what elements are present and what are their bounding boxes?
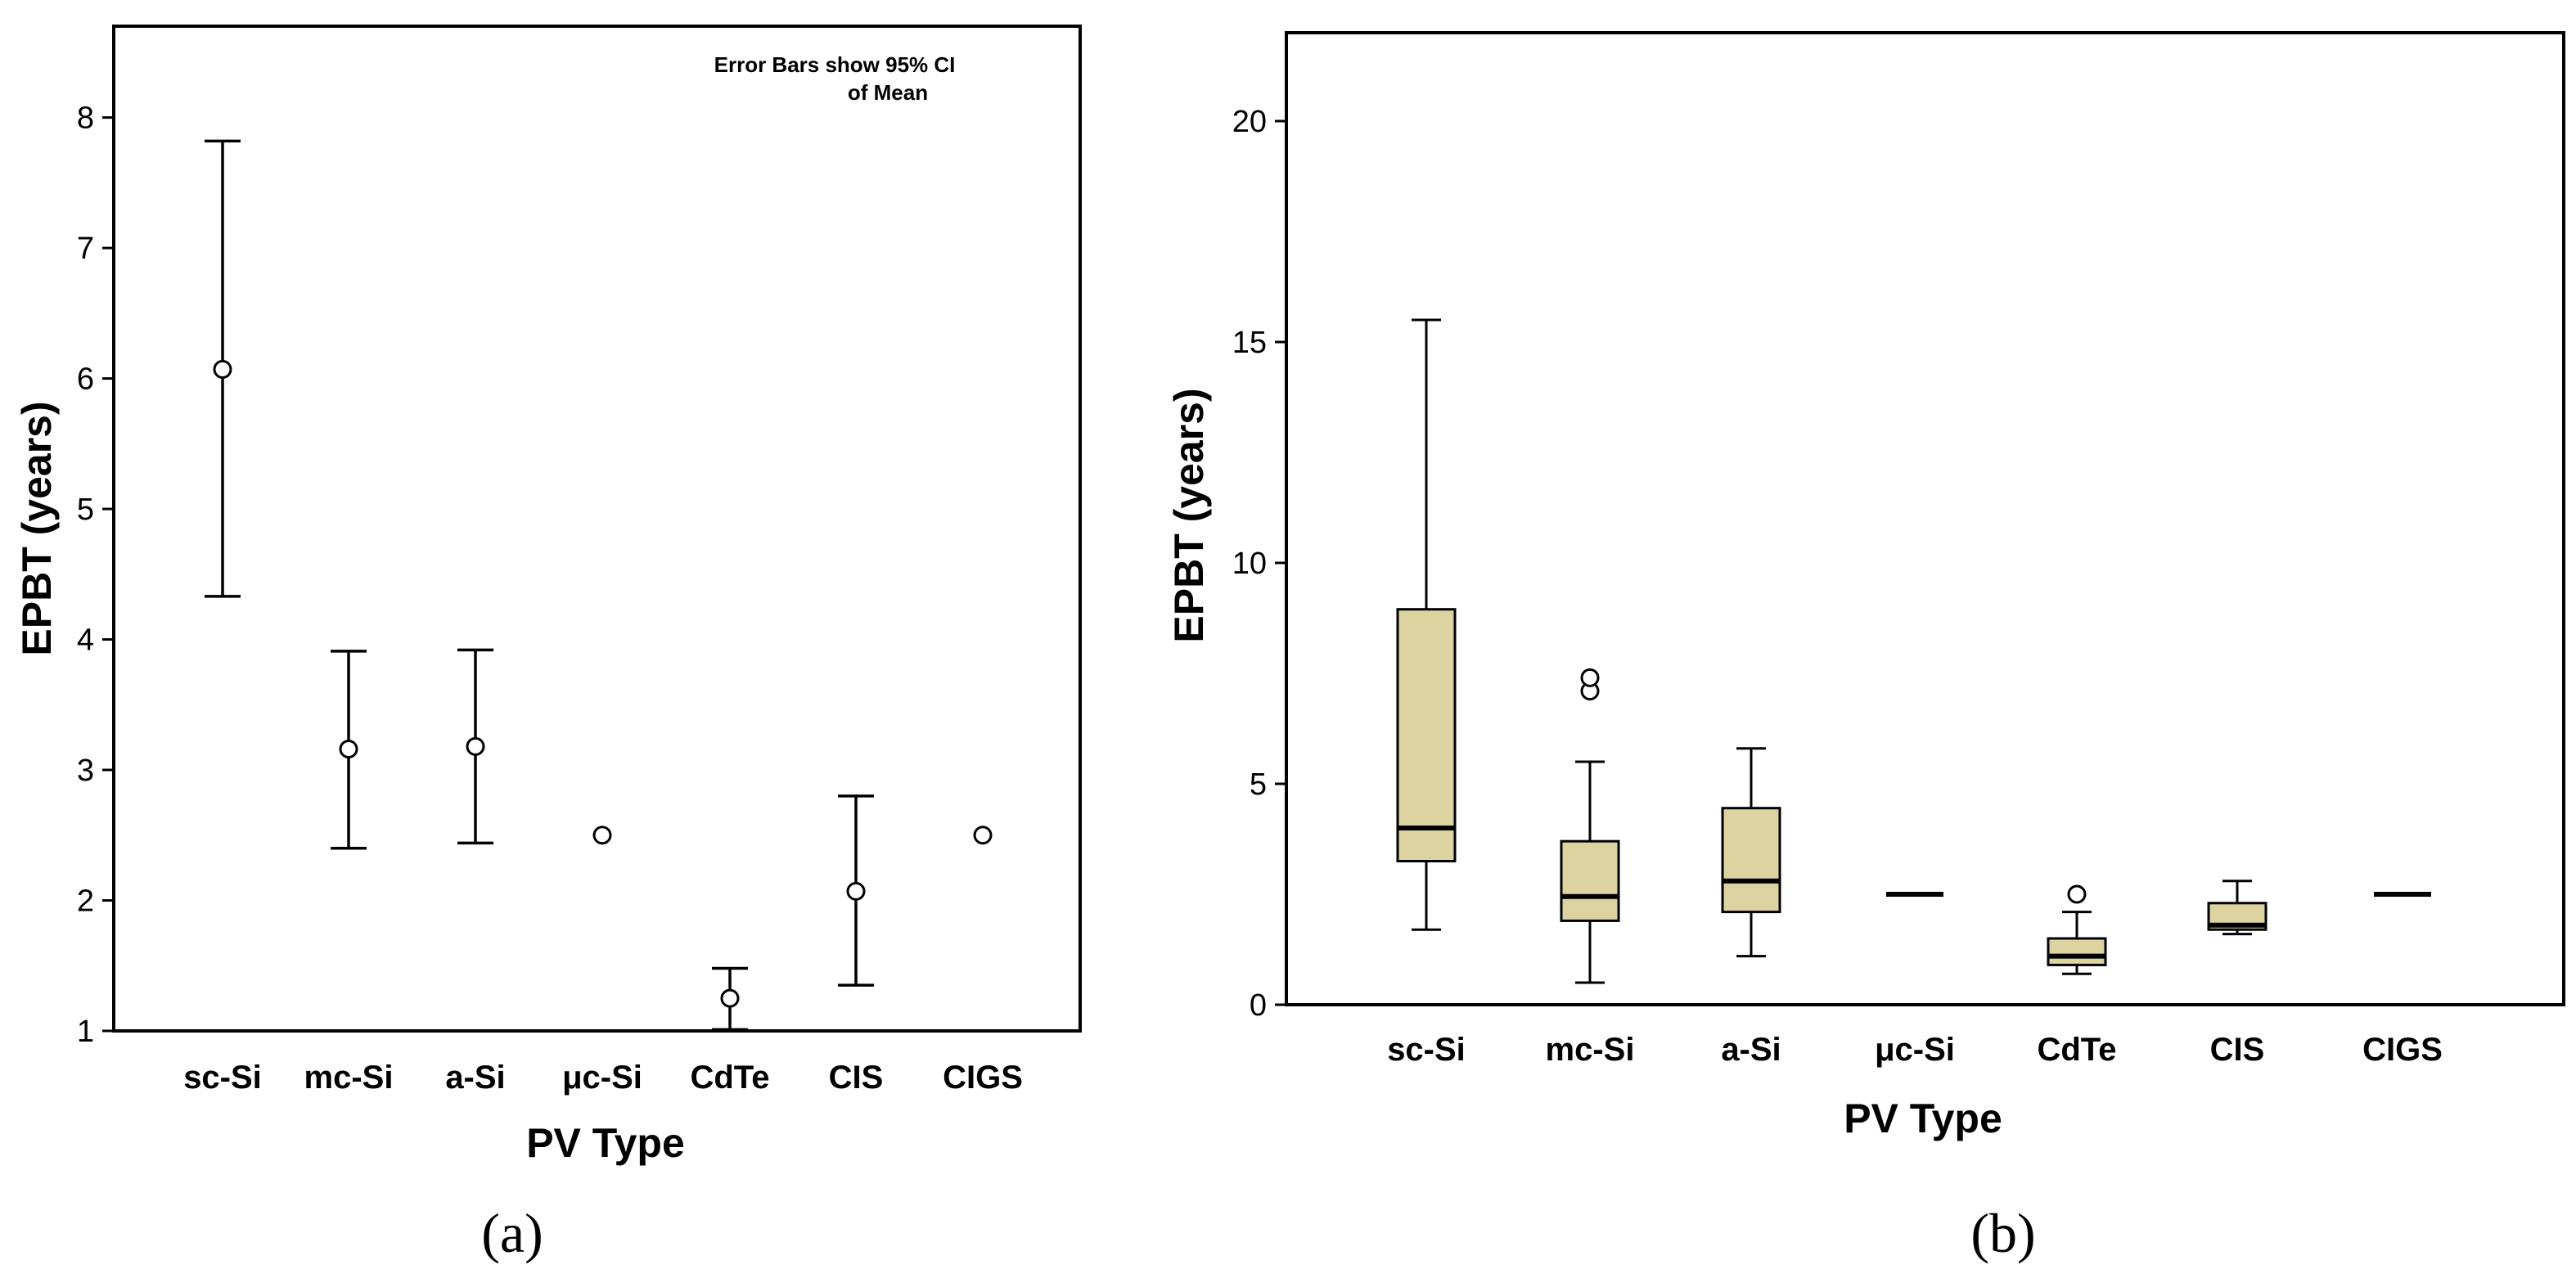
panel-a-mean-point-sc-si xyxy=(213,359,232,379)
panel-a-y-tick-label-6: 6 xyxy=(77,362,94,397)
panel-a-y-tick-label-1: 1 xyxy=(77,1015,94,1049)
panel-b-box-a-si xyxy=(1721,807,1781,914)
panel-b-x-tick-label-a-si: a-Si xyxy=(1721,1032,1781,1068)
panel-b-outlier-cdte-1 xyxy=(2067,884,2087,904)
panel-a-label: (a) xyxy=(481,1202,543,1264)
panel-a-marks xyxy=(205,139,993,1032)
panel-b-outlier-mc-si-2 xyxy=(1580,668,1600,687)
panel-b-x-tick-label-cis: CIS xyxy=(2210,1032,2265,1068)
panel-a-y-tick-label-5: 5 xyxy=(77,493,94,527)
panel-b-box-cdte xyxy=(2047,937,2107,966)
panel-a-y-axis-title: EPBT (years) xyxy=(14,401,60,655)
panel-a-x-tick-label-cigs: CIGS xyxy=(943,1060,1023,1096)
panel-a-y-axis: 1 2 3 4 5 6 7 8 xyxy=(77,101,114,1049)
panel-b-y-tick-label-5: 5 xyxy=(1250,767,1267,802)
panel-b-x-tick-label-mc-si: mc-Si xyxy=(1546,1032,1635,1068)
panel-b-label: (b) xyxy=(1970,1202,2035,1264)
panel-a-mean-point-cdte xyxy=(720,988,740,1008)
panel-a-y-tick-label-3: 3 xyxy=(77,754,94,788)
panel-a-x-axis-title: PV Type xyxy=(526,1120,685,1166)
panel-a-x-tick-label-cis: CIS xyxy=(829,1060,884,1096)
panel-b-y-axis: 0 5 10 15 20 xyxy=(1232,105,1286,1023)
panel-a-y-tick-label-7: 7 xyxy=(77,232,94,266)
panel-b-x-axis-title: PV Type xyxy=(1844,1096,2002,1141)
panel-a-y-tick-label-4: 4 xyxy=(77,623,94,658)
panel-b-y-tick-label-20: 20 xyxy=(1232,105,1267,139)
panel-b-y-tick-label-10: 10 xyxy=(1232,547,1267,581)
panel-a-errorbar-chart: Error Bars show 95% CI of Mean 12345678 … xyxy=(14,25,1082,1264)
panel-a-mean-point-cis xyxy=(846,881,866,901)
panel-b-box-sc-si xyxy=(1396,608,1457,862)
panel-a-x-tick-label-c-si: μc-Si xyxy=(562,1060,642,1096)
panel-a-mean-point-a-si xyxy=(466,736,485,756)
panel-a-mean-point-mc-si xyxy=(339,740,358,759)
panel-a-annotation-line2: of Mean xyxy=(848,80,928,105)
panel-b-box-mc-si xyxy=(1560,839,1620,922)
panel-b-marks xyxy=(1396,318,2431,984)
panel-a-plot-frame xyxy=(112,25,1082,1033)
panel-a-y-tick-label-2: 2 xyxy=(77,884,94,919)
panel-b-x-axis: sc-Si mc-Si a-Si μc-Si CdTe CIS CIGS xyxy=(1387,1032,2443,1068)
panel-a-y-tick-label-8: 8 xyxy=(77,101,94,136)
panel-b-x-tick-label-cdte: CdTe xyxy=(2037,1032,2116,1068)
panel-b-x-tick-label-cigs: CIGS xyxy=(2362,1032,2443,1068)
panel-a-x-tick-label-sc-si: sc-Si xyxy=(183,1060,262,1096)
panel-b-y-tick-label-15: 15 xyxy=(1232,326,1267,360)
panel-b-plot-frame xyxy=(1285,31,2565,1006)
panel-a-x-tick-label-mc-si: mc-Si xyxy=(304,1060,394,1096)
panel-a-x-axis: sc-Si mc-Si a-Si μc-Si CdTe CIS CIGS xyxy=(183,1060,1023,1096)
panel-a-x-tick-label-a-si: a-Si xyxy=(445,1060,505,1096)
panel-b-y-axis-title: EPBT (years) xyxy=(1166,388,1212,642)
panel-a-x-tick-label-cdte: CdTe xyxy=(690,1060,769,1096)
panel-b-x-tick-label-c-si: μc-Si xyxy=(1875,1032,1955,1068)
panel-a-annotation-line1: Error Bars show 95% CI xyxy=(714,52,956,77)
panel-b-y-tick-label-0: 0 xyxy=(1250,988,1267,1023)
panel-b-x-tick-label-sc-si: sc-Si xyxy=(1387,1032,1466,1068)
panel-a-mean-point-c-si xyxy=(592,826,612,845)
panel-a-mean-point-cigs xyxy=(973,826,993,845)
